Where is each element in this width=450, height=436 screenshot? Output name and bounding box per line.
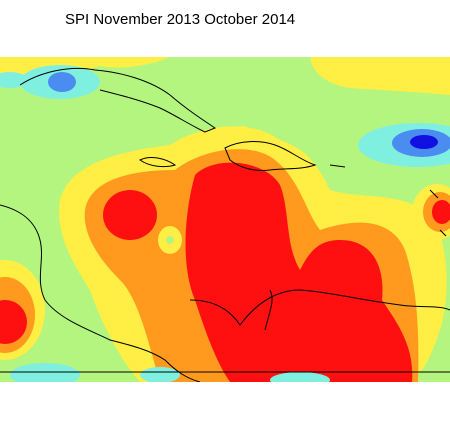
dry-area [228,125,251,140]
map-title: SPI November 2013 October 2014 [65,11,296,28]
very-dry-area [103,190,157,240]
extreme-wet-area [410,135,438,149]
wet-area [270,372,330,382]
normal-area [166,236,174,244]
very-dry-area [0,300,27,344]
very-dry-area [432,200,450,224]
dry-band [310,57,450,95]
wet-area [10,363,80,382]
very-wet-area [48,72,76,92]
very-dry-area [185,162,413,382]
coastlines [0,67,450,382]
wet-area [140,367,180,382]
spi-field [0,57,450,382]
